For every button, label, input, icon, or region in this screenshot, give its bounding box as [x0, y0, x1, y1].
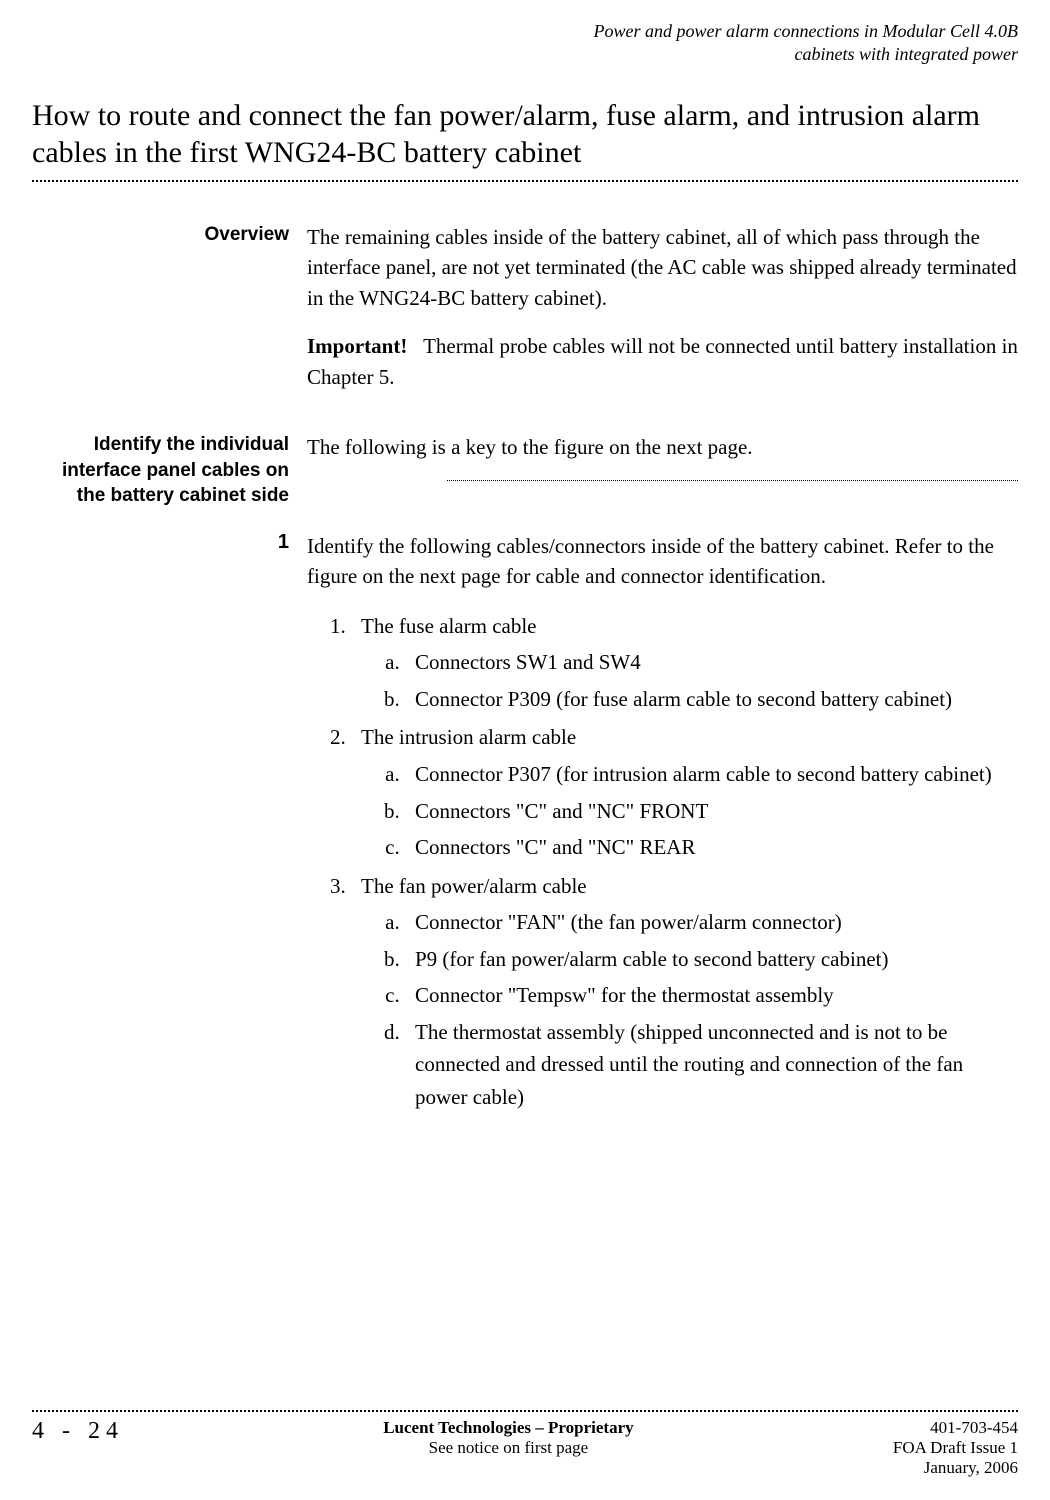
identify-section: Identify the individual interface panel … [32, 432, 1018, 509]
sub-list-item: Connector "Tempsw" for the thermostat as… [405, 979, 1018, 1012]
list-item-text: The fan power/alarm cable [361, 874, 587, 898]
sub-list-item: The thermostat assembly (shipped unconne… [405, 1016, 1018, 1114]
footer-right: 401-703-454 FOA Draft Issue 1 January, 2… [893, 1418, 1018, 1478]
step-1-list: The fuse alarm cable Connectors SW1 and S… [307, 610, 1018, 1114]
important-text: Thermal probe cables will not be connect… [307, 334, 1018, 388]
step-1-intro: Identify the following cables/connectors… [307, 531, 1018, 592]
overview-label: Overview [32, 222, 307, 410]
identify-divider [447, 480, 1018, 481]
step-1-number: 1 [32, 531, 307, 1120]
footer-proprietary: Lucent Technologies – Proprietary [124, 1418, 893, 1438]
sub-list: Connector "FAN" (the fan power/alarm con… [361, 906, 1018, 1113]
sub-list-item: P9 (for fan power/alarm cable to second … [405, 943, 1018, 976]
heading-divider [32, 180, 1018, 182]
content-area: Overview The remaining cables inside of … [32, 222, 1018, 1410]
sub-list-item: Connector P307 (for intrusion alarm cabl… [405, 758, 1018, 791]
list-item: The fan power/alarm cable Connector "FAN"… [351, 870, 1018, 1114]
overview-body: The remaining cables inside of the batte… [307, 222, 1018, 410]
footer-center: Lucent Technologies – Proprietary See no… [124, 1418, 893, 1478]
sub-list-item: Connectors "C" and "NC" REAR [405, 831, 1018, 864]
identify-label: Identify the individual interface panel … [32, 432, 307, 509]
footer: 4 - 24 Lucent Technologies – Proprietary… [32, 1418, 1018, 1500]
sub-list-item: Connector "FAN" (the fan power/alarm con… [405, 906, 1018, 939]
list-item-text: The intrusion alarm cable [361, 725, 576, 749]
step-1-body: Identify the following cables/connectors… [307, 531, 1018, 1120]
identify-paragraph: The following is a key to the figure on … [307, 432, 1018, 462]
sub-list-item: Connector P309 (for fuse alarm cable to … [405, 683, 1018, 716]
important-label: Important! [307, 334, 407, 358]
running-header: Power and power alarm connections in Mod… [32, 20, 1018, 67]
step-1-section: 1 Identify the following cables/connecto… [32, 531, 1018, 1120]
overview-section: Overview The remaining cables inside of … [32, 222, 1018, 410]
sub-list-item: Connectors SW1 and SW4 [405, 646, 1018, 679]
page-title: How to route and connect the fan power/a… [32, 97, 1018, 172]
sub-list: Connector P307 (for intrusion alarm cabl… [361, 758, 1018, 864]
identify-body: The following is a key to the figure on … [307, 432, 1018, 509]
footer-date: January, 2006 [893, 1458, 1018, 1478]
page-number: 4 - 24 [32, 1418, 124, 1478]
footer-docnum: 401-703-454 [893, 1418, 1018, 1438]
footer-notice: See notice on first page [124, 1438, 893, 1458]
sub-list: Connectors SW1 and SW4 Connector P309 (fo… [361, 646, 1018, 715]
list-item: The fuse alarm cable Connectors SW1 and S… [351, 610, 1018, 716]
footer-area: 4 - 24 Lucent Technologies – Proprietary… [32, 1410, 1018, 1500]
footer-divider [32, 1410, 1018, 1412]
running-header-line1: Power and power alarm connections in Mod… [32, 20, 1018, 43]
sub-list-item: Connectors "C" and "NC" FRONT [405, 795, 1018, 828]
important-note: Important! Thermal probe cables will not… [307, 331, 1018, 392]
list-item-text: The fuse alarm cable [361, 614, 537, 638]
running-header-line2: cabinets with integrated power [32, 43, 1018, 66]
list-item: The intrusion alarm cable Connector P307 … [351, 721, 1018, 863]
overview-paragraph: The remaining cables inside of the batte… [307, 222, 1018, 313]
footer-issue: FOA Draft Issue 1 [893, 1438, 1018, 1458]
